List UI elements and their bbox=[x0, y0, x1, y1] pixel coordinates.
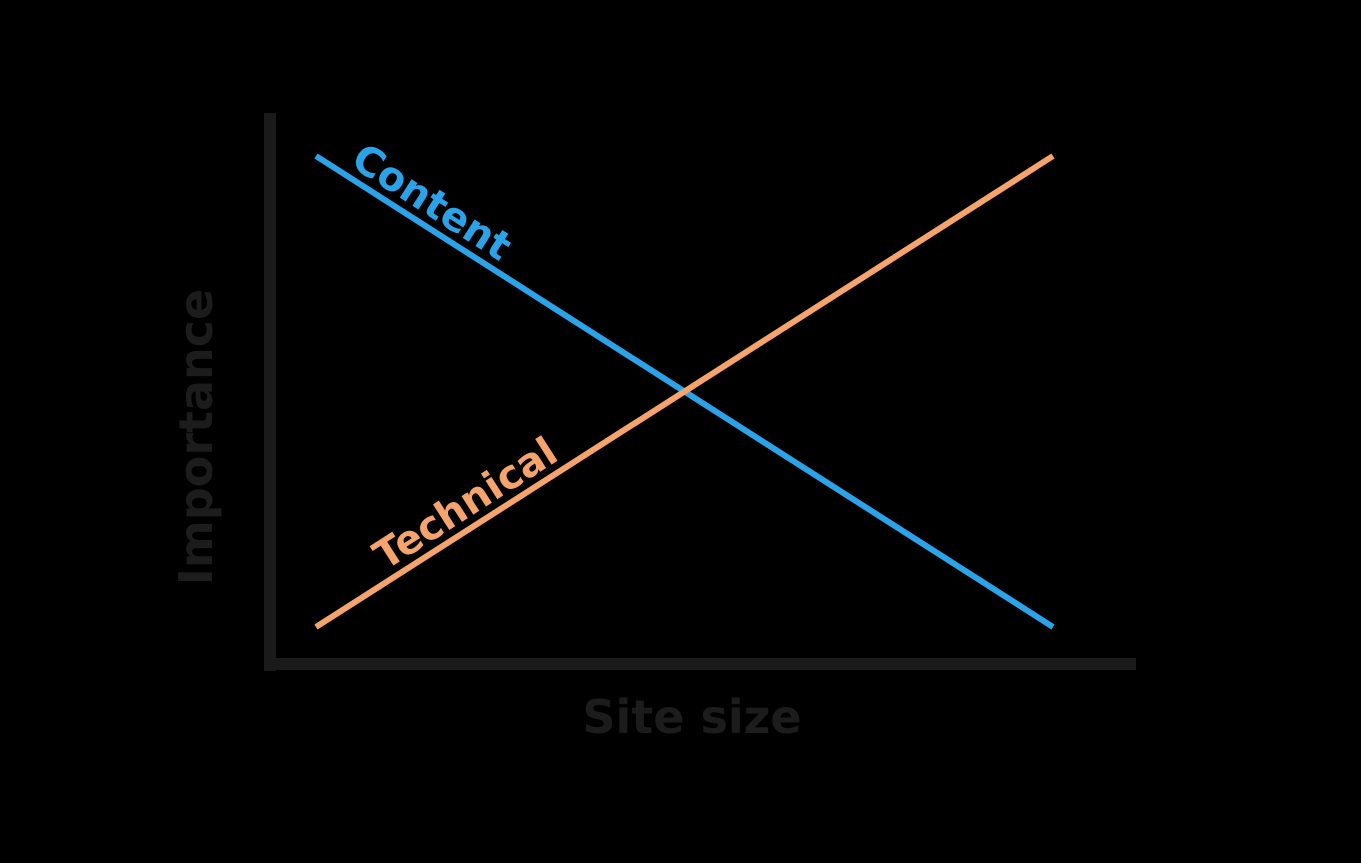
x-axis-title: Site size bbox=[582, 690, 801, 744]
series-layer bbox=[314, 153, 1055, 630]
series-label-layer: Content Technical bbox=[344, 135, 566, 579]
series-label-content: Content bbox=[344, 135, 520, 270]
series-line-technical bbox=[314, 153, 1055, 630]
series-label-technical: Technical bbox=[366, 429, 566, 580]
y-axis-title: Importance bbox=[169, 289, 223, 586]
